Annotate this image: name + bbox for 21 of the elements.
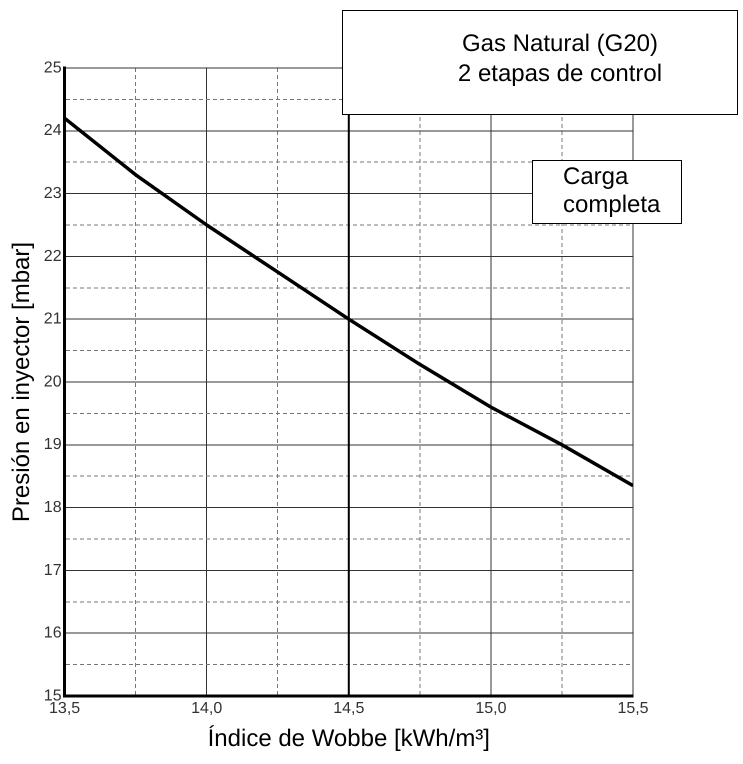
x-axis-title: Índice de Wobbe [kWh/m³] (208, 725, 490, 752)
y-tick-label: 23 (44, 185, 62, 202)
y-tick-label: 17 (44, 562, 62, 579)
x-tick-label: 14,0 (191, 700, 222, 718)
chart-title: Gas Natural (G20) (460, 29, 660, 59)
x-tick-label: 13,5 (49, 700, 80, 718)
y-axis-title: Presión en inyector [mbar] (8, 242, 36, 522)
y-tick-label: 21 (44, 310, 62, 328)
y-tick-label: 20 (44, 373, 62, 390)
y-tick-label: 19 (44, 436, 62, 454)
note-box: Carga completa (532, 160, 682, 224)
x-tick-label: 14,5 (333, 700, 364, 718)
y-tick-label: 25 (44, 59, 62, 76)
y-tick-label: 22 (44, 248, 62, 265)
y-tick-label: 24 (44, 122, 62, 140)
chart-subtitle: 2 etapas de control (456, 59, 664, 89)
y-tick-label: 18 (44, 499, 62, 516)
title-box: Gas Natural (G20) 2 etapas de control (342, 10, 738, 115)
x-tick-label: 15,5 (617, 700, 649, 718)
x-tick-label: 15,0 (475, 700, 507, 718)
y-tick-label: 16 (44, 624, 62, 642)
